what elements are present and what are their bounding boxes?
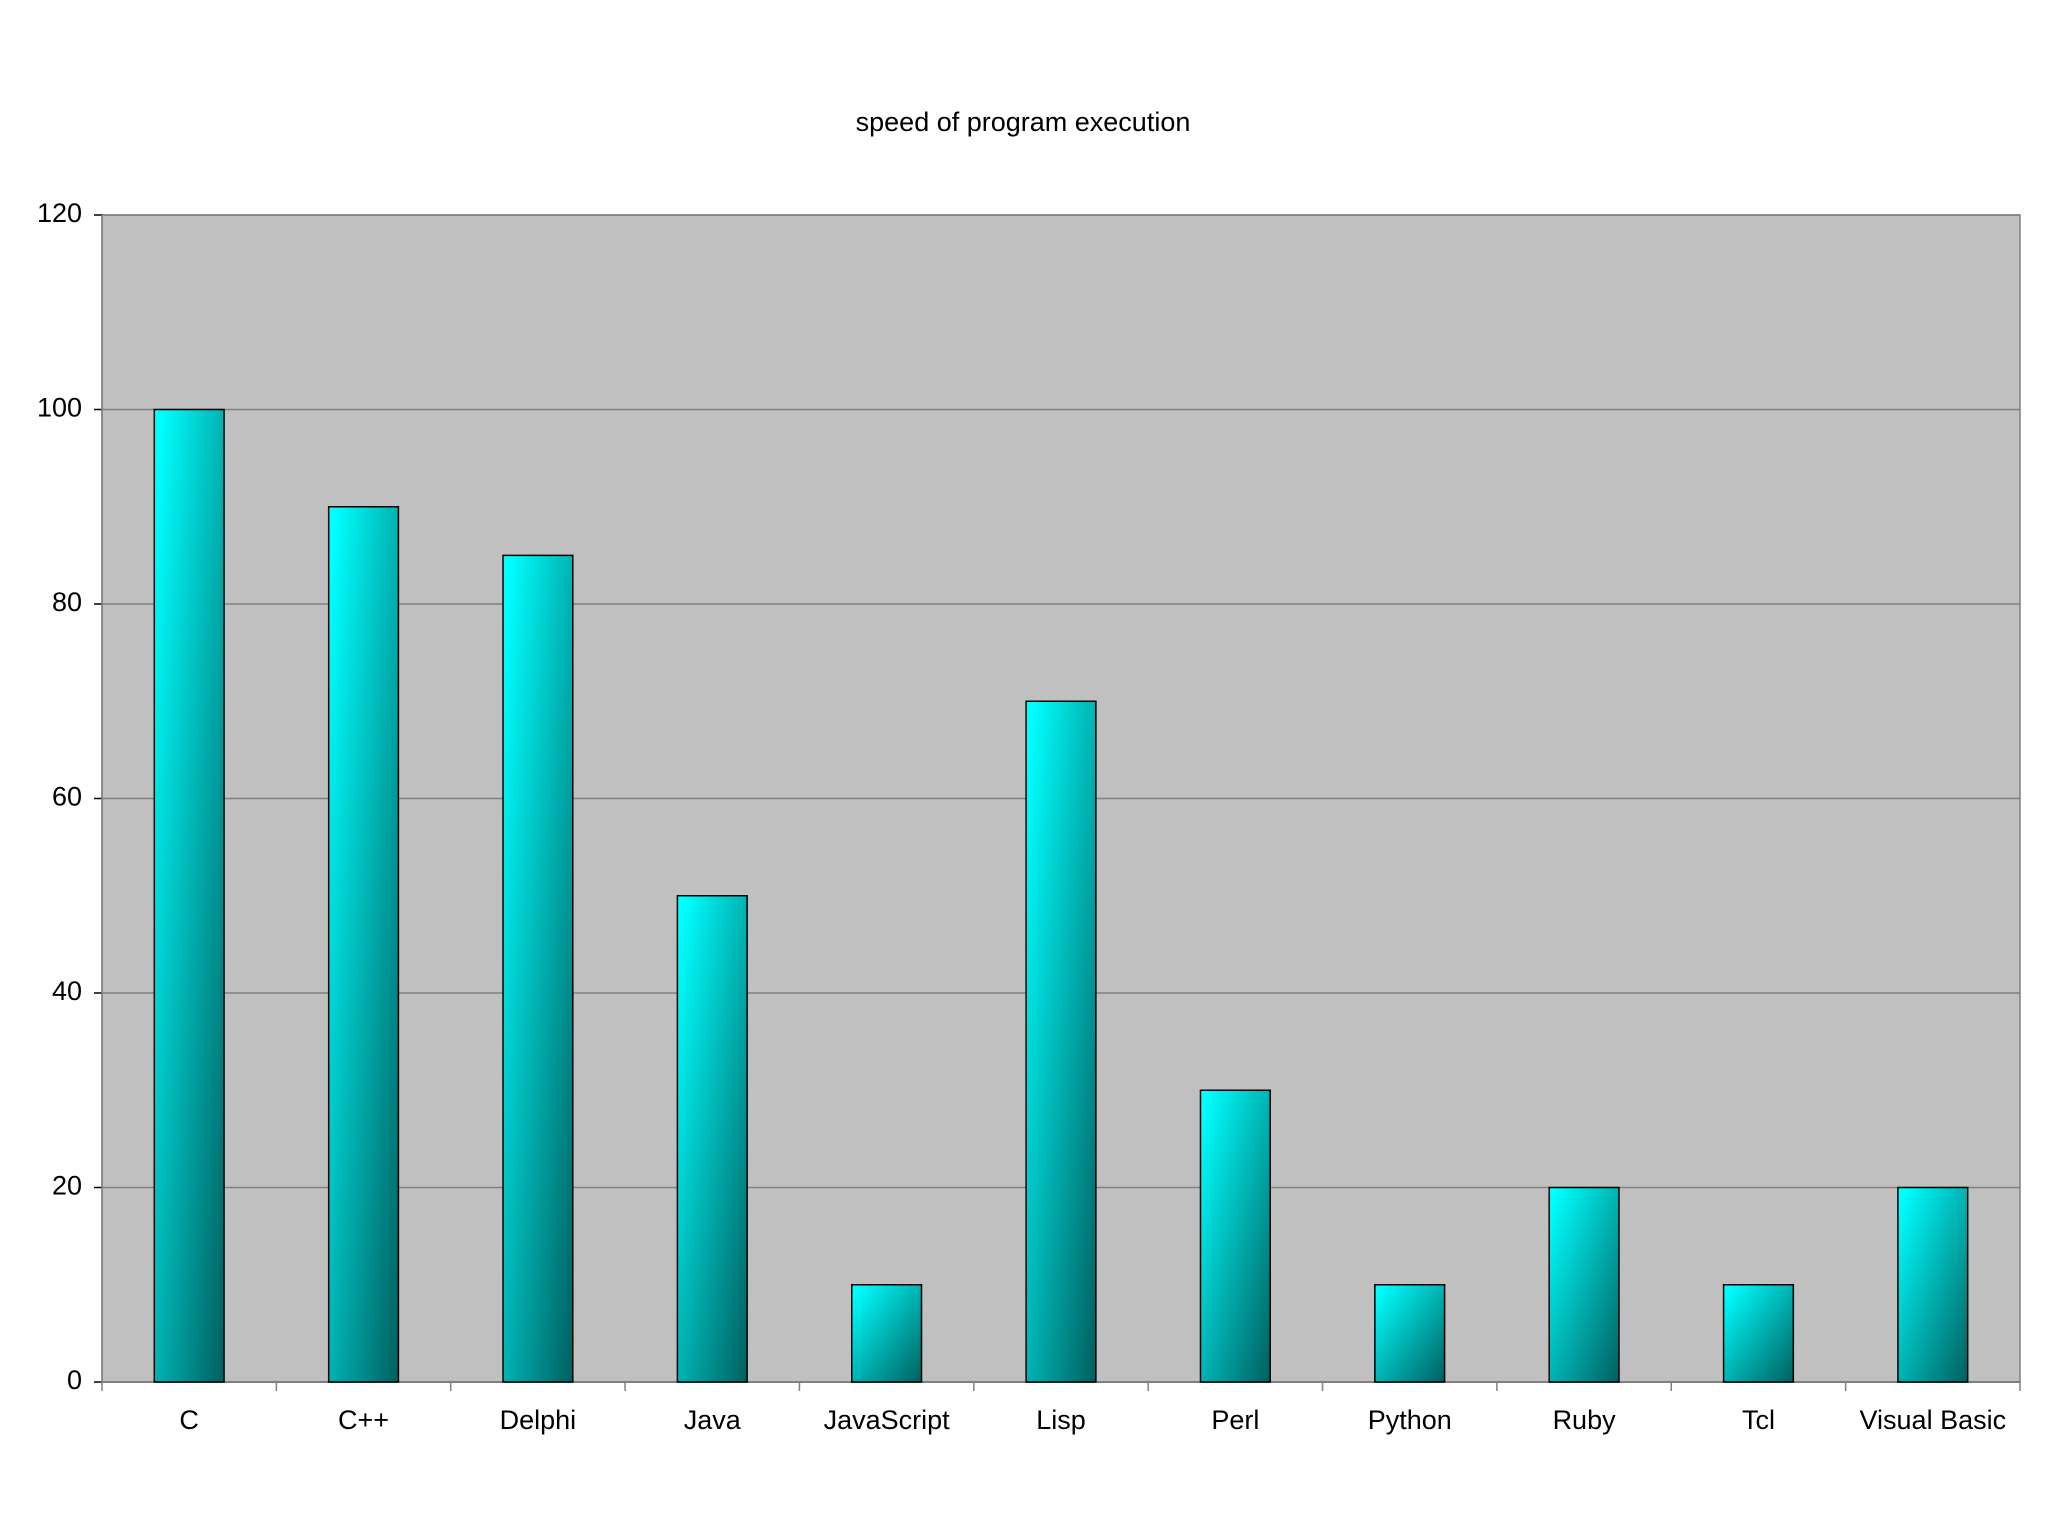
y-tick-label: 100 <box>37 393 82 423</box>
bar <box>676 895 748 1383</box>
bar <box>1025 700 1097 1383</box>
bar <box>327 506 400 1383</box>
bar <box>1199 1089 1271 1383</box>
x-tick-label: C <box>179 1405 199 1435</box>
chart-title: speed of program execution <box>856 107 1191 137</box>
bar <box>153 408 225 1383</box>
bar <box>502 554 574 1383</box>
x-tick-label: Ruby <box>1553 1405 1617 1435</box>
bar <box>1722 1284 1795 1383</box>
x-tick-label: Python <box>1368 1405 1452 1435</box>
x-tick-label: C++ <box>338 1405 389 1435</box>
x-tick-label: Delphi <box>500 1405 577 1435</box>
y-tick-label: 40 <box>52 976 82 1006</box>
x-tick-label: Lisp <box>1036 1405 1086 1435</box>
x-tick-label: Tcl <box>1742 1405 1775 1435</box>
x-tick-label: Visual Basic <box>1860 1405 2007 1435</box>
x-tick-label: Java <box>684 1405 742 1435</box>
bar <box>851 1284 923 1383</box>
y-tick-label: 20 <box>52 1171 82 1201</box>
y-tick-label: 120 <box>37 198 82 228</box>
bar <box>1897 1186 1969 1383</box>
bar <box>1548 1186 1620 1383</box>
bar <box>1374 1284 1446 1383</box>
y-tick-label: 0 <box>67 1365 82 1395</box>
x-tick-label: JavaScript <box>824 1405 951 1435</box>
y-tick-label: 60 <box>52 782 82 812</box>
y-tick-label: 80 <box>52 587 82 617</box>
x-tick-label: Perl <box>1211 1405 1259 1435</box>
